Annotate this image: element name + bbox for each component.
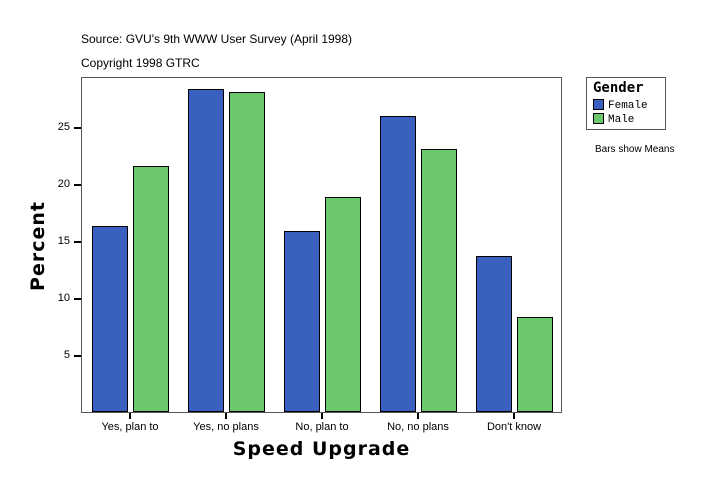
legend-item-male: Male xyxy=(593,113,634,126)
legend-title: Gender xyxy=(593,80,644,96)
bar-male xyxy=(229,91,265,412)
x-tick-label: Don't know xyxy=(486,421,542,433)
bar-female xyxy=(188,89,224,412)
y-tick xyxy=(74,127,81,129)
y-tick xyxy=(74,355,81,357)
bar-female xyxy=(92,226,128,412)
male-swatch xyxy=(593,113,604,124)
x-tick xyxy=(513,413,515,419)
bar-female xyxy=(380,115,416,412)
copyright-text: Copyright 1998 GTRC xyxy=(81,56,200,70)
x-tick-label: Yes, plan to xyxy=(101,421,159,433)
x-tick xyxy=(417,413,419,419)
female-swatch xyxy=(593,99,604,110)
x-tick-label: No, no plans xyxy=(387,421,449,433)
bars-show-means-note: Bars show Means xyxy=(595,144,675,155)
bar-male xyxy=(421,148,457,412)
x-tick xyxy=(225,413,227,419)
bar-female xyxy=(284,230,320,412)
x-axis-title: Speed Upgrade xyxy=(232,438,411,460)
x-tick-label: No, plan to xyxy=(295,421,349,433)
y-tick-label: 20 xyxy=(57,178,70,190)
y-tick-label: 25 xyxy=(57,121,70,133)
bar-female xyxy=(476,255,512,412)
x-tick-label: Yes, no plans xyxy=(193,421,259,433)
y-tick xyxy=(74,241,81,243)
bar-male xyxy=(325,196,361,412)
y-tick-label: 15 xyxy=(57,235,70,247)
y-tick xyxy=(74,184,81,186)
plot-area xyxy=(81,77,562,413)
legend-item-female: Female xyxy=(593,99,648,112)
x-tick xyxy=(321,413,323,419)
legend: Gender Female Male xyxy=(586,77,666,130)
bar-male xyxy=(133,165,169,412)
x-tick xyxy=(129,413,131,419)
source-text: Source: GVU's 9th WWW User Survey (April… xyxy=(81,32,353,46)
y-tick-label: 10 xyxy=(57,292,70,304)
y-tick-label: 5 xyxy=(63,349,70,361)
bar-male xyxy=(517,317,553,412)
y-tick xyxy=(74,298,81,300)
